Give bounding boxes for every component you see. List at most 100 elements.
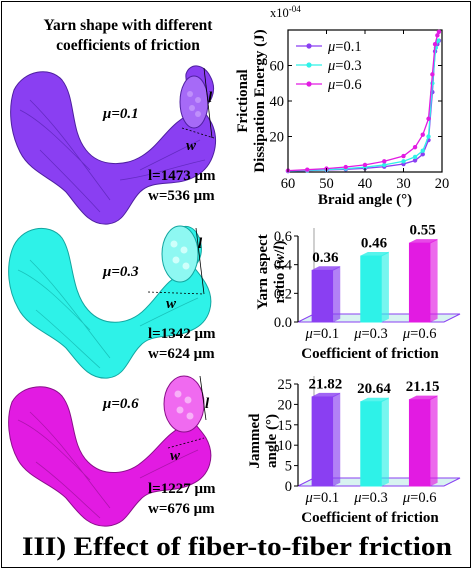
chart1-point <box>412 154 418 160</box>
yarn1-length: l=1473 μm <box>148 168 216 184</box>
bar-category-label: μ=0.6 <box>402 326 437 342</box>
chart3-xlabel: Coefficient of friction <box>301 510 439 526</box>
yarn-panel-title-line1: Yarn shape with different <box>44 17 214 34</box>
yarn3-mu-label: μ=0.6 <box>102 396 139 412</box>
yarn-image-mu-0-1 <box>10 65 216 225</box>
yarn1-mu-label: μ=0.1 <box>102 106 139 122</box>
yarn1-dim-w: w <box>186 138 197 154</box>
chart1-point <box>426 116 431 121</box>
bar-side <box>332 392 341 487</box>
bar-value-label: 21.82 <box>308 376 342 392</box>
bar-ytick-label: 15 <box>278 418 293 434</box>
bar-side <box>332 265 341 323</box>
chart1-ytick-label: 60 <box>270 59 285 75</box>
bar-ytick-label: 0.2 <box>274 286 292 302</box>
chart1-plot-area <box>287 29 443 173</box>
chart1-point <box>436 29 442 34</box>
yarn3-length: l=1227 μm <box>148 481 216 497</box>
bar-3 <box>408 399 431 487</box>
bar-ytick-label: 20 <box>278 397 293 413</box>
chart1-legend-marker <box>306 62 312 68</box>
yarn-image-mu-0-3 <box>8 225 212 379</box>
bar-1 <box>311 396 334 487</box>
chart1-point <box>305 167 310 172</box>
bar-value-label: 0.55 <box>410 223 436 239</box>
bar-side <box>380 251 389 323</box>
bar-ytick-label: 25 <box>278 377 293 393</box>
chart1-legend-label: μ=0.3 <box>327 58 362 74</box>
bar-2 <box>360 401 382 487</box>
yarn2-dim-w: w <box>166 296 177 312</box>
jammed-angle-chart: 0 5 10 15 20 25 21.82 μ=0.1 20.64 μ=0.3 21.15 μ=0.6… <box>247 376 461 526</box>
chart1-series-line-1 <box>287 40 440 172</box>
yarn1-width: w=536 μm <box>148 188 215 204</box>
bar-category-label: μ=0.6 <box>402 490 437 506</box>
bar-category-label: μ=0.1 <box>305 490 340 506</box>
bar-category-label: μ=0.3 <box>353 490 388 506</box>
chart1-point <box>382 159 387 164</box>
chart1-point <box>430 72 435 77</box>
yarn2-dim-l: l <box>198 236 203 252</box>
yarn3-dim-w: w <box>170 448 181 464</box>
bar-category-label: μ=0.3 <box>353 326 388 342</box>
bar-side <box>429 238 438 323</box>
bar-side <box>380 397 389 487</box>
bar-3 <box>408 242 431 323</box>
aspect-ratio-chart: 0.00.20.40.60.36μ=0.10.46μ=0.30.55μ=0.6 … <box>255 223 461 362</box>
chart1-xtick-label: 40 <box>358 176 373 192</box>
chart2-ylabel-line2: ratio (w/l) <box>272 241 288 304</box>
yarn1-dim-l: l <box>208 90 213 106</box>
bar-value-label: 0.46 <box>361 235 388 251</box>
chart1-legend-label: μ=0.1 <box>327 39 362 55</box>
chart1-series-line-2 <box>287 40 439 172</box>
bar-1 <box>311 269 334 323</box>
bar-2 <box>360 255 382 323</box>
chart1-xlabel: Braid angle (°) <box>318 192 412 208</box>
chart3-ylabel: Jammedangle (°) <box>247 413 280 469</box>
bar-ytick-label: 5 <box>285 459 292 475</box>
bar-ytick-label: 0 <box>285 479 292 495</box>
chart1-ylabel: FrictionalDissipation Energy (J) <box>235 29 268 172</box>
bar-value-label: 21.15 <box>406 379 440 395</box>
chart1-point <box>420 132 425 137</box>
chart1-point <box>420 152 425 157</box>
chart1-legend-marker <box>306 43 312 49</box>
yarn3-width: w=676 μm <box>148 501 215 517</box>
chart1-xtick-label: 50 <box>319 176 334 192</box>
bar-ytick-label: 0.0 <box>274 315 292 331</box>
chart1-point <box>432 42 438 47</box>
chart1-point <box>362 162 368 168</box>
yarn3-dim-l: l <box>205 396 210 412</box>
bar-value-label: 20.64 <box>357 381 391 397</box>
chart2-ylabel: Yarn aspectratio (w/l) <box>255 234 288 309</box>
yarn-panel-title-line2: coefficients of friction <box>56 37 200 54</box>
bar-ytick-label: 10 <box>278 438 293 454</box>
bar-value-label: 0.36 <box>312 250 339 266</box>
chart1-point <box>426 134 431 139</box>
chart1-legend-marker <box>306 81 312 87</box>
bar-side <box>429 395 438 487</box>
yarn2-mu-label: μ=0.3 <box>102 264 139 280</box>
figure-caption: III) Effect of fiber-to-fiber friction <box>22 532 453 561</box>
chart1-y-multiplier: x10-04 <box>270 4 301 20</box>
chart1-series-line-3 <box>287 31 440 172</box>
chart1-point <box>412 158 418 163</box>
chart1-xtick-label: 20 <box>435 176 450 192</box>
chart1-point <box>420 148 425 153</box>
chart2-xlabel: Coefficient of friction <box>301 346 439 362</box>
chart1-point <box>382 162 387 168</box>
chart1-point <box>343 164 348 170</box>
chart1-xtick-label: 30 <box>396 176 411 192</box>
yarn2-length: l=1342 μm <box>148 326 216 342</box>
bar-ytick-label: 0.6 <box>274 229 292 245</box>
chart1-point <box>412 144 418 150</box>
yarn2-width: w=624 μm <box>148 346 215 362</box>
yarn-image-mu-0-6 <box>8 375 212 527</box>
chart1-point <box>401 159 406 164</box>
chart1-xtick-label: 60 <box>281 176 296 192</box>
chart1-point <box>401 153 406 159</box>
bar-category-label: μ=0.1 <box>305 326 340 342</box>
chart1-ytick-label: 40 <box>270 94 285 110</box>
